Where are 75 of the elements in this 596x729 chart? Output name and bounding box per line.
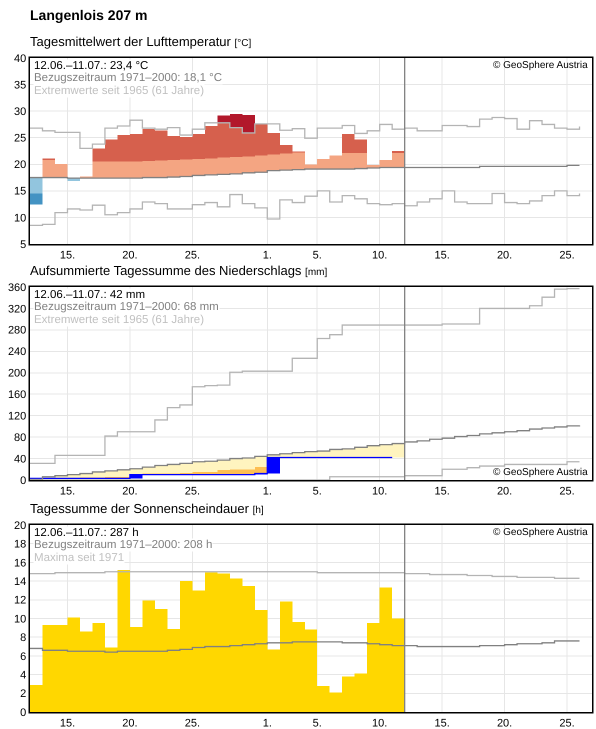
y-tick-label: 20 [14, 520, 26, 532]
x-tick-label: 10. [372, 486, 388, 498]
y-tick-label: 5 [20, 238, 26, 251]
y-tick-label: 160 [8, 389, 26, 402]
x-tick-label: 20. [122, 718, 138, 729]
x-tick-label: 20. [122, 486, 138, 498]
annotation: Maxima seit 1971 [34, 552, 124, 564]
x-tick-label: 1. [262, 718, 272, 729]
x-tick-label: 25. [184, 250, 200, 262]
y-tick-label: 120 [8, 410, 26, 423]
y-tick-label: 40 [14, 52, 26, 65]
y-tick-label: 200 [8, 368, 26, 380]
y-tick-label: 16 [14, 557, 26, 570]
y-tick-label: 14 [14, 576, 26, 588]
annotation: 12.06.–11.07.: 287 h [34, 527, 139, 539]
y-tick-label: 4 [20, 669, 26, 682]
x-tick-label: 20. [496, 718, 512, 729]
annotation: © GeoSphere Austria [493, 527, 588, 538]
y-tick-label: 10 [14, 613, 26, 626]
y-tick-label: 80 [14, 432, 26, 444]
annotation: 12.06.–11.07.: 23,4 °C [34, 60, 148, 72]
x-tick-label: 25. [559, 718, 575, 729]
y-tick-label: 30 [14, 106, 26, 118]
y-tick-label: 15 [14, 186, 26, 198]
y-tick-label: 0 [20, 474, 26, 487]
x-tick-label: 10. [372, 718, 388, 729]
y-tick-label: 25 [14, 132, 26, 145]
y-tick-label: 40 [14, 453, 26, 466]
annotation: © GeoSphere Austria [493, 60, 588, 71]
y-tick-label: 240 [8, 346, 26, 358]
x-tick-label: 10. [372, 250, 388, 262]
x-tick-label: 5. [312, 486, 322, 498]
y-axis-title: [h] [252, 505, 264, 516]
chart-subtitle: Tagesmittelwert der Lufttemperatur [30, 34, 231, 49]
annotation: Extremwerte seit 1965 (61 Jahre) [34, 314, 204, 326]
x-tick-label: 20. [496, 486, 512, 498]
y-tick-label: 35 [14, 79, 26, 92]
chart-subtitle: Aufsummierte Tagessumme des Niederschlags [30, 263, 302, 278]
annotation: 12.06.–11.07.: 42 mm [34, 289, 146, 301]
y-axis-title: [mm] [305, 267, 328, 278]
y-tick-label: 8 [20, 632, 26, 644]
annotation: Bezugszeitraum 1971–2000: 208 h [34, 539, 212, 551]
x-tick-label: 5. [312, 250, 322, 262]
y-tick-label: 18 [14, 538, 26, 551]
x-tick-label: 15. [434, 486, 450, 498]
chart-title: Langenlois 207 m [30, 7, 148, 23]
y-axis-title: [°C] [234, 38, 252, 49]
x-tick-label: 5. [312, 718, 322, 729]
x-tick-label: 25. [559, 486, 575, 498]
x-tick-label: 15. [60, 250, 76, 262]
annotation: Bezugszeitraum 1971–2000: 18,1 °C [34, 72, 222, 84]
x-tick-label: 25. [184, 486, 200, 498]
chart-subtitle: Tagessumme der Sonnenscheindauer [30, 501, 249, 516]
y-tick-label: 2 [20, 688, 26, 700]
y-tick-label: 360 [8, 282, 26, 294]
y-tick-label: 10 [14, 212, 26, 224]
x-tick-label: 15. [60, 486, 76, 498]
x-tick-label: 15. [60, 718, 76, 729]
x-tick-label: 1. [262, 486, 272, 498]
y-tick-label: 0 [20, 706, 26, 719]
annotation: Bezugszeitraum 1971–2000: 68 mm [34, 301, 219, 313]
y-tick-label: 280 [8, 324, 26, 337]
x-tick-label: 15. [434, 718, 450, 729]
annotation: Extremwerte seit 1965 (61 Jahre) [34, 85, 204, 97]
x-tick-label: 1. [262, 250, 272, 262]
x-tick-label: 25. [184, 718, 200, 729]
x-tick-label: 20. [122, 250, 138, 262]
y-tick-label: 6 [20, 650, 26, 663]
y-tick-label: 20 [14, 159, 26, 172]
x-tick-label: 20. [496, 250, 512, 262]
x-tick-label: 25. [559, 250, 575, 262]
x-tick-label: 15. [434, 250, 450, 262]
y-tick-label: 12 [14, 594, 26, 607]
y-tick-label: 320 [8, 303, 26, 316]
annotation: © GeoSphere Austria [493, 467, 588, 478]
